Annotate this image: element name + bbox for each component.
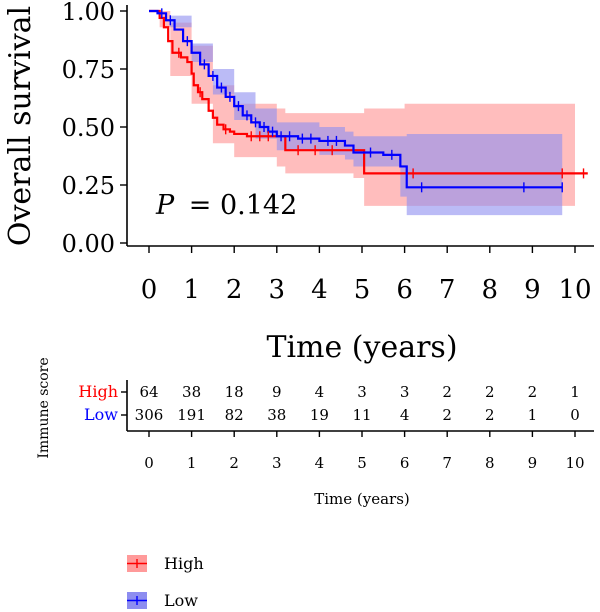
ci-band-low (149, 11, 563, 216)
risk-table-title: Immune score (36, 357, 52, 458)
risk-count-high: 3 (357, 383, 367, 401)
x-tick-label: 10 (558, 275, 591, 305)
legend: High Low (127, 554, 204, 610)
risk-count-low: 38 (267, 406, 286, 424)
risk-count-high: 2 (442, 383, 452, 401)
risk-count-high: 1 (570, 383, 580, 401)
risk-count-low: 82 (225, 406, 244, 424)
risk-count-low: 2 (442, 406, 452, 424)
risk-count-high: 4 (315, 383, 325, 401)
risk-x-axis-title: Time (years) (314, 490, 410, 508)
risk-x-tick-label: 3 (272, 454, 282, 472)
x-tick-label: 9 (524, 275, 541, 305)
censor-marks (161, 8, 585, 193)
p-value-value: = 0.142 (189, 190, 298, 221)
p-value-label: P (155, 190, 175, 221)
risk-x-tick-label: 5 (357, 454, 367, 472)
y-tick-label: 0.75 (62, 56, 115, 84)
risk-count-high: 9 (272, 383, 282, 401)
risk-count-low: 0 (570, 406, 580, 424)
x-tick-label: 4 (311, 275, 328, 305)
risk-count-high: 64 (139, 383, 158, 401)
x-axis-title: Time (years) (266, 330, 457, 365)
risk-x-tick-label: 2 (229, 454, 239, 472)
risk-count-high: 2 (528, 383, 538, 401)
risk-count-low: 2 (485, 406, 495, 424)
x-tick-label: 6 (396, 275, 413, 305)
x-tick-label: 3 (269, 275, 286, 305)
confidence-bands (149, 11, 575, 216)
risk-count-low: 306 (135, 406, 164, 424)
y-tick-label: 0.00 (62, 230, 115, 258)
risk-count-low: 191 (177, 406, 206, 424)
y-tick-label: 0.25 (62, 172, 115, 200)
y-axis-ticks: 0.00 0.25 0.50 0.75 1.00 (62, 0, 127, 258)
p-value-annotation: P = 0.142 (155, 190, 297, 221)
risk-count-high: 38 (182, 383, 201, 401)
risk-x-tick-label: 8 (485, 454, 495, 472)
x-tick-label: 0 (141, 275, 158, 305)
legend-item-high: High (127, 554, 204, 573)
risk-count-low: 11 (352, 406, 371, 424)
x-tick-label: 1 (183, 275, 200, 305)
x-tick-label: 2 (226, 275, 243, 305)
risk-x-tick-label: 10 (565, 454, 584, 472)
x-tick-label: 7 (439, 275, 456, 305)
risk-count-high: 2 (485, 383, 495, 401)
y-tick-label: 0.50 (62, 114, 115, 142)
legend-label-high: High (164, 554, 204, 573)
legend-label-low: Low (164, 591, 198, 610)
legend-item-low: Low (127, 591, 198, 610)
km-plot: 0 1 2 3 4 5 6 7 8 9 10 0.00 0.25 0.50 0.75 1.00 Overal… (3, 0, 594, 365)
risk-count-low: 1 (528, 406, 538, 424)
risk-row-label-low: Low (84, 405, 118, 424)
risk-x-tick-label: 4 (315, 454, 325, 472)
risk-count-low: 19 (310, 406, 329, 424)
risk-x-tick-label: 6 (400, 454, 410, 472)
x-axis-ticks: 0 1 2 3 4 5 6 7 8 9 10 (141, 246, 592, 305)
risk-numbers: 64 38 18 9 4 3 3 2 2 2 1 306 191 82 38 19 11 4 2 2 1 0 (135, 383, 580, 424)
y-tick-label: 1.00 (62, 0, 115, 26)
risk-x-tick-label: 1 (187, 454, 197, 472)
risk-x-tick-label: 7 (442, 454, 452, 472)
risk-count-high: 3 (400, 383, 410, 401)
risk-x-tick-label: 9 (528, 454, 538, 472)
risk-count-high: 18 (225, 383, 244, 401)
risk-x-tick-label: 0 (144, 454, 154, 472)
x-tick-label: 8 (482, 275, 499, 305)
risk-count-low: 4 (400, 406, 410, 424)
x-tick-label: 5 (354, 275, 371, 305)
risk-x-ticks: 0 1 2 3 4 5 6 7 8 9 10 (144, 431, 585, 472)
y-axis-title: Overall survival (3, 6, 38, 246)
risk-row-label-high: High (78, 382, 118, 401)
curve-high (149, 9, 588, 175)
